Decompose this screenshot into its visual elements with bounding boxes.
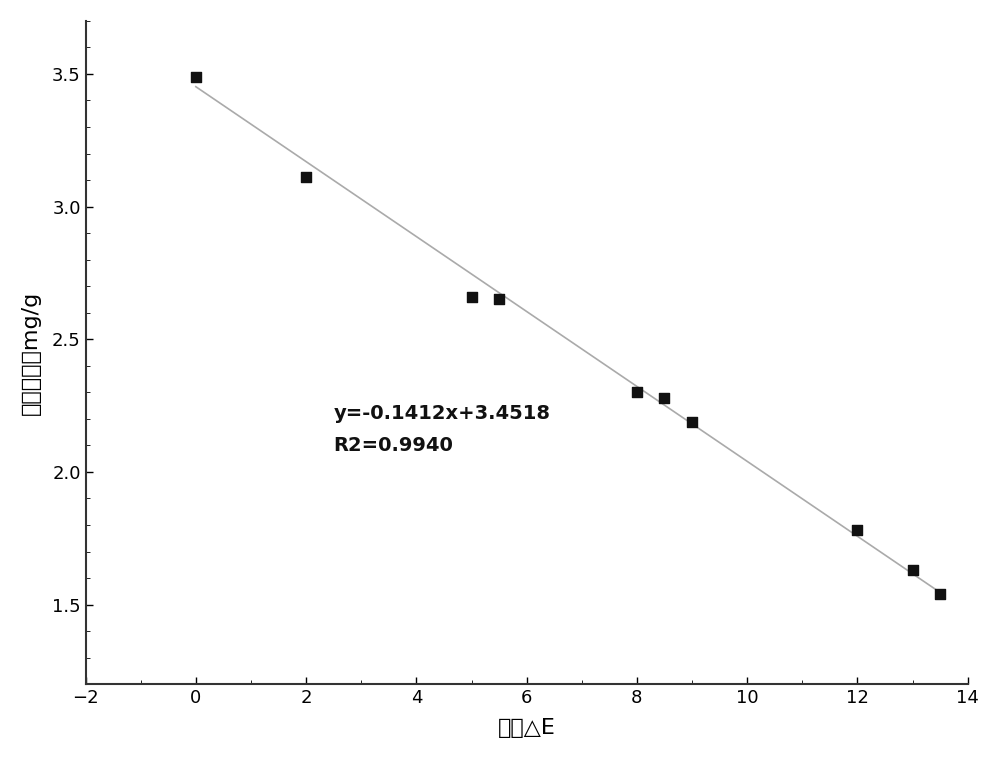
- Point: [188, 71, 204, 83]
- Point: [905, 564, 921, 576]
- Point: [849, 524, 865, 537]
- Point: [629, 386, 645, 398]
- Point: [684, 415, 700, 427]
- Point: [932, 588, 948, 600]
- Text: R2=0.9940: R2=0.9940: [334, 436, 454, 455]
- Point: [656, 392, 672, 404]
- Point: [464, 291, 480, 303]
- Y-axis label: 叶绻素含量mg/g: 叶绻素含量mg/g: [21, 291, 41, 414]
- Point: [491, 294, 507, 306]
- Text: y=-0.1412x+3.4518: y=-0.1412x+3.4518: [334, 404, 551, 423]
- Point: [298, 172, 314, 184]
- X-axis label: 色差△E: 色差△E: [498, 718, 556, 739]
